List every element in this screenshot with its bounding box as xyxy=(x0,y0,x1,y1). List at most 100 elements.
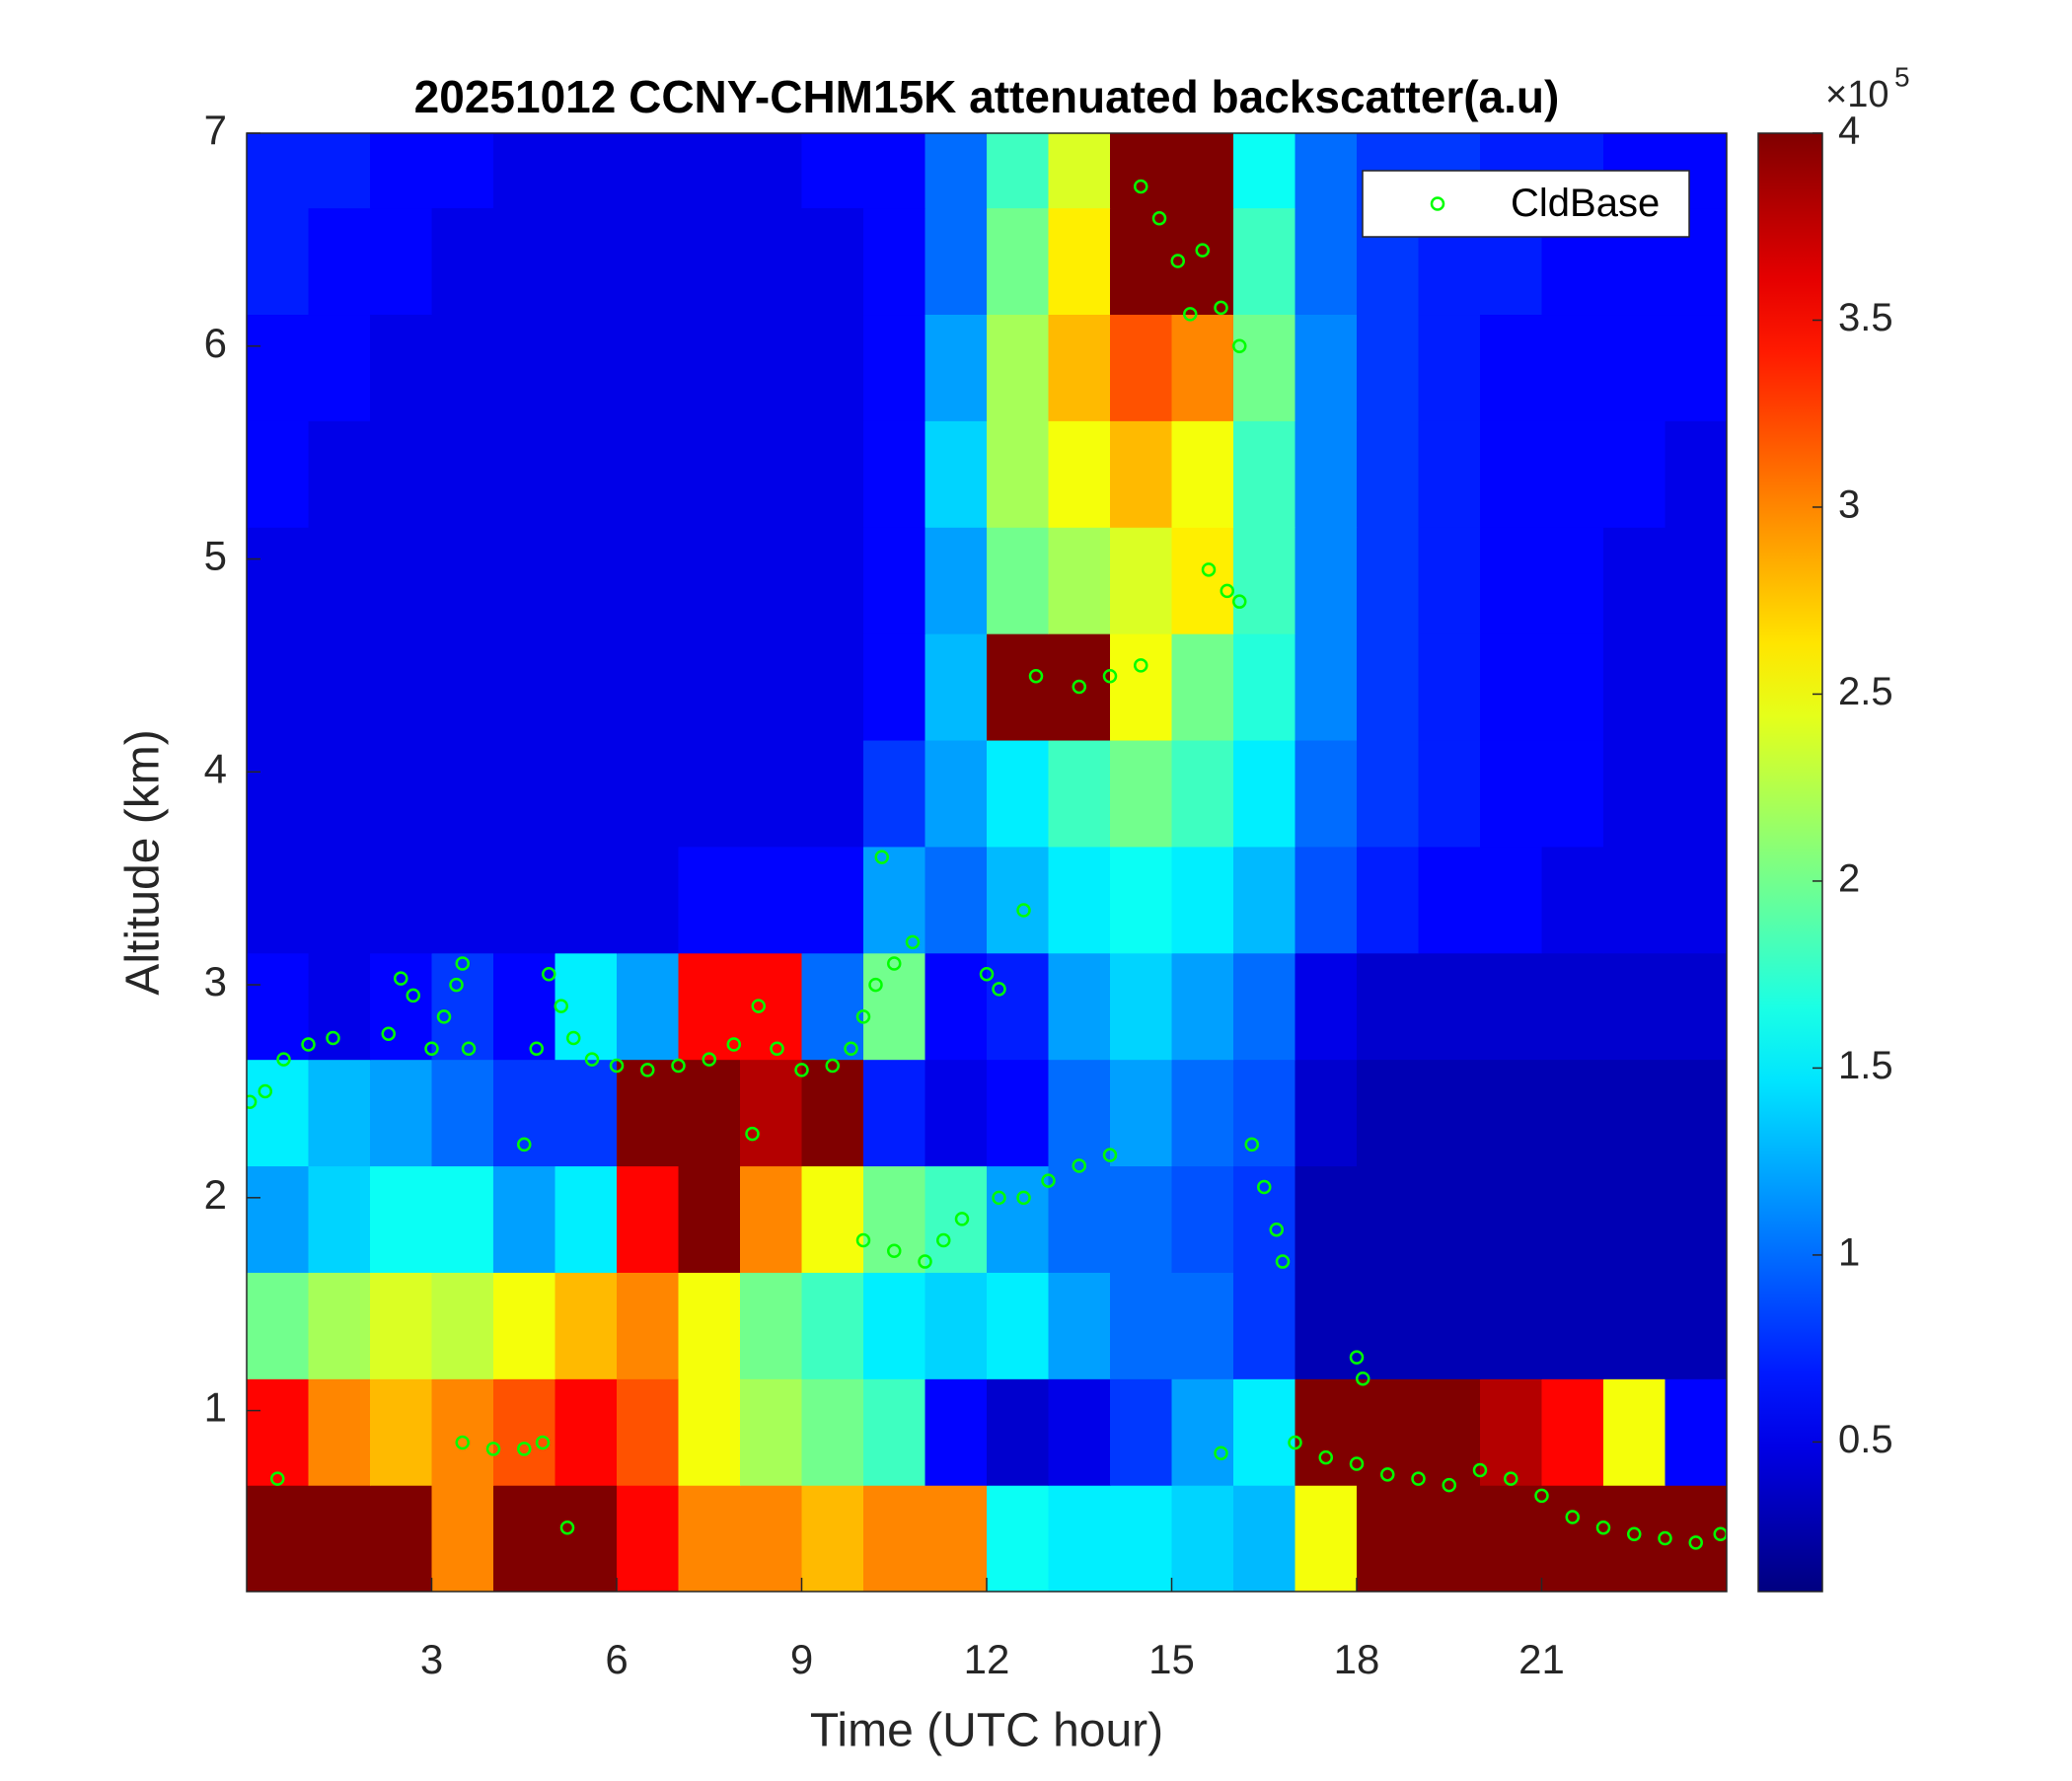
heatmap-cell xyxy=(617,1059,680,1167)
colorbar-tick-label: 1 xyxy=(1838,1230,1860,1274)
cloud-base-point xyxy=(918,1254,932,1269)
heatmap-cell xyxy=(1171,207,1234,316)
heatmap-cell xyxy=(1048,133,1111,209)
x-tick-label: 21 xyxy=(1518,1636,1565,1682)
heatmap-cell xyxy=(1357,739,1420,848)
heatmap-cell xyxy=(370,1272,433,1379)
heatmap-cell xyxy=(678,1272,741,1379)
heatmap-cell xyxy=(431,846,494,954)
heatmap-cell xyxy=(247,846,310,954)
heatmap-cell xyxy=(247,314,310,421)
cloud-base-point xyxy=(559,1521,575,1535)
heatmap-cell xyxy=(1665,1378,1727,1486)
cloud-base-point xyxy=(1349,1350,1365,1365)
heatmap-cell xyxy=(1357,1272,1420,1379)
heatmap-cell xyxy=(370,527,433,634)
heatmap-cell xyxy=(308,207,371,316)
heatmap-cell xyxy=(1480,527,1543,634)
cloud-base-point xyxy=(455,956,470,971)
chart-title: 20251012 CCNY-CHM15K attenuated backscat… xyxy=(414,71,1560,122)
heatmap-cell xyxy=(1171,952,1234,1061)
heatmap-cell xyxy=(555,1485,618,1592)
cloud-base-point xyxy=(992,982,1006,997)
heatmap-cell xyxy=(740,1272,803,1379)
heatmap-cell xyxy=(678,133,741,209)
heatmap-cell xyxy=(1295,1272,1358,1379)
colorbar-tick-label: 3 xyxy=(1838,483,1860,527)
heatmap-cell xyxy=(370,314,433,421)
heatmap-cell xyxy=(431,420,494,528)
cloud-base-point xyxy=(1151,211,1167,226)
cloud-base-point xyxy=(406,988,420,1003)
heatmap-cell xyxy=(1171,1378,1234,1486)
cloud-base-point xyxy=(1349,1456,1365,1471)
heatmap-cell xyxy=(1048,1272,1111,1379)
heatmap-cell xyxy=(987,1485,1050,1592)
cloud-base-point xyxy=(1565,1510,1580,1524)
cloud-base-point xyxy=(381,1026,396,1041)
heatmap-cell xyxy=(1418,633,1481,741)
heatmap-cell xyxy=(1110,207,1173,316)
heatmap-cell xyxy=(801,1272,864,1379)
heatmap-cell xyxy=(863,420,926,528)
heatmap-cell xyxy=(1110,527,1173,634)
heatmap-cell xyxy=(1295,527,1358,634)
heatmap-cell xyxy=(1233,1272,1296,1379)
legend-box xyxy=(1362,170,1690,238)
heatmap-cell xyxy=(1541,1485,1604,1592)
heatmap-cell xyxy=(1603,1378,1666,1486)
heatmap-cell xyxy=(1603,633,1666,741)
heatmap-cell xyxy=(1603,1272,1666,1379)
heatmap-cell xyxy=(1665,739,1727,848)
heatmap-cell xyxy=(431,133,494,209)
legend-label: CldBase xyxy=(1511,182,1660,225)
heatmap-cell xyxy=(431,527,494,634)
heatmap-cell xyxy=(1048,633,1111,741)
heatmap-cell xyxy=(1480,1272,1543,1379)
cloud-base-point xyxy=(874,850,889,864)
cloud-base-point xyxy=(517,1442,532,1456)
heatmap xyxy=(247,133,1727,1592)
x-tick-label: 3 xyxy=(420,1636,443,1682)
heatmap-cell xyxy=(925,527,988,634)
heatmap-cell xyxy=(925,207,988,316)
heatmap-cell xyxy=(801,133,864,209)
cloud-base-point xyxy=(702,1052,716,1067)
heatmap-cell xyxy=(1233,133,1296,209)
cloud-base-point xyxy=(979,967,995,982)
heatmap-cell xyxy=(247,527,310,634)
heatmap-cell xyxy=(678,846,741,954)
heatmap-cell xyxy=(1048,846,1111,954)
heatmap-cell xyxy=(370,1485,433,1592)
heatmap-cell xyxy=(1603,952,1666,1061)
heatmap-cell xyxy=(1171,527,1234,634)
heatmap-cell xyxy=(863,1378,926,1486)
heatmap-cell xyxy=(1110,1059,1173,1167)
colorbar-tick-label: 3.5 xyxy=(1838,296,1893,339)
heatmap-cell xyxy=(431,1165,494,1273)
heatmap-cell xyxy=(1665,527,1727,634)
legend-marker xyxy=(1430,196,1445,211)
y-tick-label: 2 xyxy=(204,1171,227,1218)
cloud-base-point xyxy=(1102,668,1118,684)
heatmap-cell xyxy=(1048,739,1111,848)
heatmap-cell xyxy=(493,314,556,421)
cloud-base-point xyxy=(671,1058,686,1074)
heatmap-cell xyxy=(678,952,741,1061)
cloud-base-point xyxy=(1318,1449,1333,1465)
heatmap-cell xyxy=(1233,420,1296,528)
heatmap-cell xyxy=(740,1485,803,1592)
heatmap-cell xyxy=(740,952,803,1061)
cloud-base-point xyxy=(455,1435,470,1450)
heatmap-cell xyxy=(1171,846,1234,954)
heatmap-cell xyxy=(925,1059,988,1167)
heatmap-cell xyxy=(678,314,741,421)
heatmap-cell xyxy=(1048,527,1111,634)
heatmap-cell xyxy=(308,633,371,741)
heatmap-cell xyxy=(1295,133,1358,209)
cloud-base-point xyxy=(1214,1446,1228,1461)
heatmap-cell xyxy=(801,314,864,421)
colorbar-multiplier: ×10 xyxy=(1825,74,1888,115)
heatmap-cell xyxy=(987,207,1050,316)
cloud-base-point xyxy=(436,1009,452,1024)
